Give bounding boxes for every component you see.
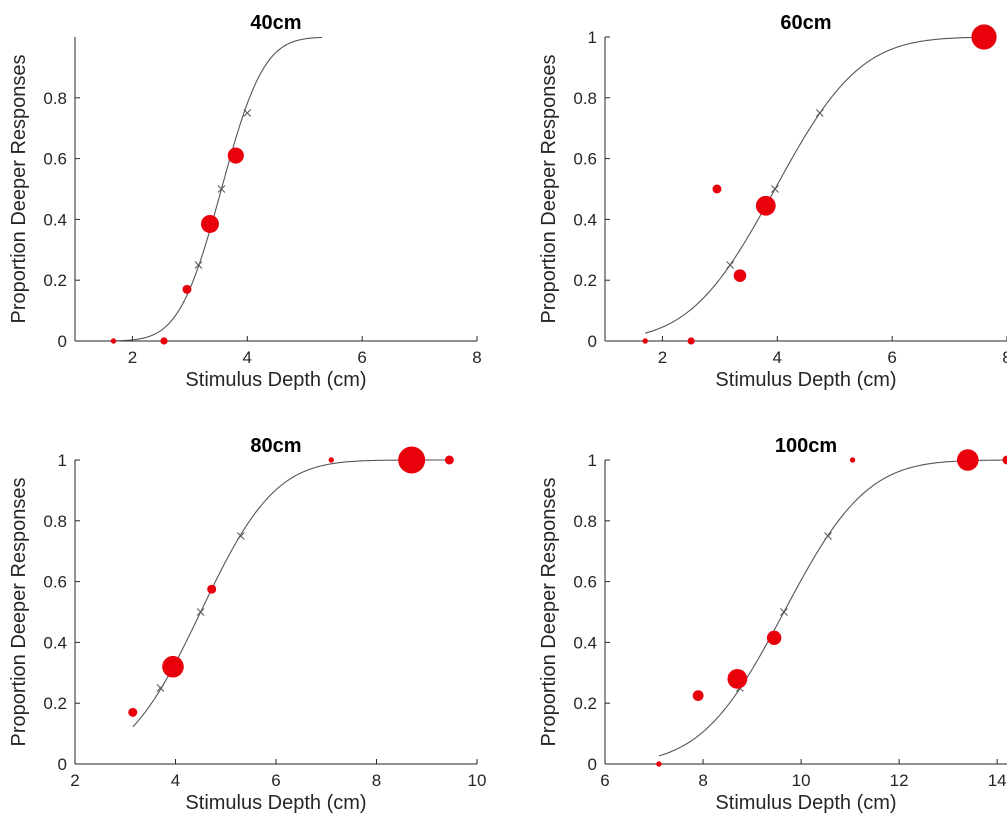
data-point — [160, 337, 168, 345]
x-axis-label: Stimulus Depth (cm) — [715, 792, 896, 814]
x-axis-label: Stimulus Depth (cm) — [185, 369, 366, 391]
y-tick-label: 1 — [588, 451, 597, 470]
data-point — [727, 668, 748, 689]
y-tick-label: 0 — [588, 332, 597, 351]
data-point — [642, 338, 648, 344]
data-point — [328, 457, 334, 463]
y-tick-label: 0 — [588, 755, 597, 774]
x-axis-label: Stimulus Depth (cm) — [185, 792, 366, 814]
y-tick-label: 0.4 — [43, 633, 67, 652]
data-point — [687, 337, 695, 345]
y-tick-label: 0 — [58, 755, 67, 774]
x-axis-label: Stimulus Depth (cm) — [715, 369, 896, 391]
x-tick-label: 4 — [243, 348, 252, 367]
x-tick-label: 10 — [792, 771, 811, 790]
y-axis-label: Proportion Deeper Responses — [538, 54, 560, 323]
y-tick-label: 0 — [58, 332, 67, 351]
threshold-marker — [156, 684, 165, 692]
data-point — [755, 195, 776, 216]
data-point — [227, 147, 244, 164]
data-point — [766, 630, 782, 646]
y-tick-label: 0.8 — [573, 89, 597, 108]
data-point — [182, 284, 192, 294]
y-tick-label: 0.4 — [573, 633, 597, 652]
threshold-marker — [824, 532, 832, 540]
y-tick-label: 0.6 — [573, 573, 597, 592]
chart-panel-0: 2 4 6 8 0 0.2 0.4 0.6 0.8 40cm Stimulus Depth (cm)… — [8, 12, 482, 391]
y-tick-label: 0.6 — [43, 150, 67, 169]
threshold-marker — [236, 532, 245, 540]
data-point — [733, 269, 747, 282]
x-tick-label: 2 — [128, 348, 137, 367]
y-tick-label: 0.4 — [43, 210, 67, 229]
data-point — [207, 584, 217, 594]
y-axis-label: Proportion Deeper Responses — [538, 477, 560, 746]
threshold-marker — [196, 608, 205, 616]
y-axis-label: Proportion Deeper Responses — [8, 477, 30, 746]
y-tick-label: 1 — [588, 28, 597, 47]
x-tick-label: 4 — [773, 348, 782, 367]
data-point — [444, 455, 454, 465]
threshold-marker — [194, 261, 203, 269]
y-tick-label: 0.8 — [573, 512, 597, 531]
y-tick-label: 0.2 — [43, 271, 67, 290]
x-tick-label: 12 — [890, 771, 909, 790]
panel-title: 60cm — [780, 12, 831, 34]
chart-panel-3: 6 8 10 12 14 0 0.2 0.4 0.6 0.8 1 100cm Stimulus Dept… — [538, 435, 1007, 814]
data-point — [849, 457, 856, 463]
fit-curve — [658, 459, 1007, 757]
chart-panel-2: 2 4 6 8 10 0 0.2 0.4 0.6 0.8 1 80cm Stimulus Depth (… — [8, 435, 486, 814]
threshold-marker — [815, 109, 824, 117]
data-point — [162, 655, 184, 678]
x-tick-label: 6 — [600, 771, 609, 790]
data-point — [692, 690, 704, 701]
panel-title: 40cm — [250, 12, 301, 34]
y-tick-label: 0.2 — [43, 694, 67, 713]
y-tick-label: 0.6 — [43, 573, 67, 592]
x-tick-label: 6 — [887, 348, 896, 367]
y-tick-label: 0.6 — [573, 150, 597, 169]
data-point — [656, 761, 662, 767]
x-tick-label: 14 — [988, 771, 1007, 790]
y-axis-label: Proportion Deeper Responses — [8, 54, 30, 323]
y-tick-label: 0.8 — [43, 512, 67, 531]
data-point — [110, 338, 117, 344]
panel-title: 80cm — [250, 435, 301, 457]
x-tick-label: 8 — [698, 771, 707, 790]
fit-curve — [645, 36, 985, 334]
data-point — [128, 707, 138, 717]
y-tick-label: 0.4 — [573, 210, 597, 229]
fit-curve — [132, 459, 450, 728]
x-tick-label: 8 — [1002, 348, 1007, 367]
threshold-marker — [780, 608, 788, 616]
threshold-marker — [243, 109, 252, 117]
threshold-marker — [217, 185, 226, 193]
data-point — [1002, 455, 1007, 465]
data-point — [398, 446, 426, 474]
y-tick-label: 0.2 — [573, 694, 597, 713]
x-tick-label: 6 — [271, 771, 280, 790]
y-tick-label: 0.2 — [573, 271, 597, 290]
x-tick-label: 6 — [357, 348, 366, 367]
x-tick-label: 8 — [472, 348, 481, 367]
fit-curve — [115, 36, 322, 342]
x-tick-label: 2 — [70, 771, 79, 790]
threshold-marker — [771, 185, 779, 193]
data-point — [956, 449, 979, 471]
data-point — [200, 214, 219, 233]
x-tick-label: 2 — [658, 348, 667, 367]
x-tick-label: 8 — [372, 771, 381, 790]
x-tick-label: 10 — [468, 771, 487, 790]
data-point — [712, 184, 722, 194]
x-tick-label: 4 — [171, 771, 180, 790]
data-point — [971, 24, 997, 50]
threshold-marker — [726, 261, 735, 269]
chart-panel-1: 2 4 6 8 0 0.2 0.4 0.6 0.8 1 60cm Stimulus Depth (cm… — [538, 12, 1007, 391]
y-tick-label: 1 — [58, 451, 67, 470]
y-tick-label: 0.8 — [43, 89, 67, 108]
panel-title: 100cm — [775, 435, 837, 457]
